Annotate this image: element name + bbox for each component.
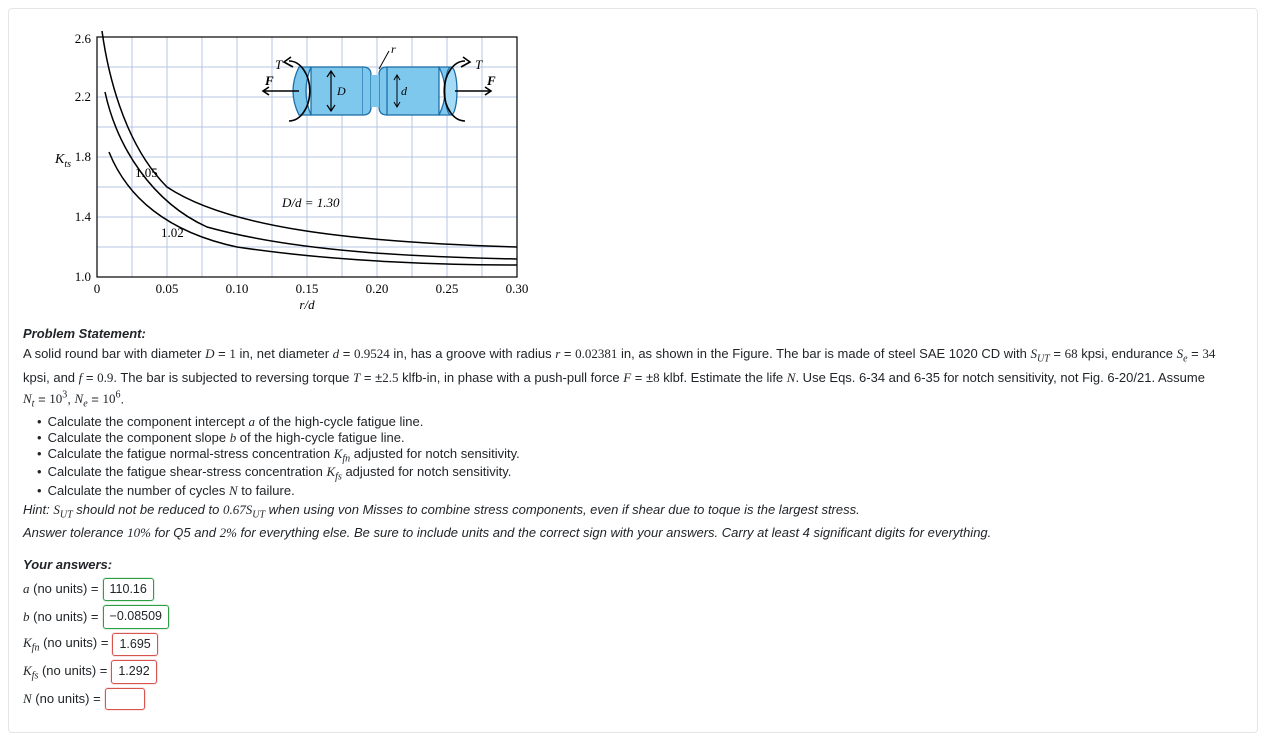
answer-label: Kfs (no units) = <box>23 663 107 682</box>
svg-text:0: 0 <box>94 281 101 296</box>
task-item: Calculate the component slope b of the h… <box>37 430 1243 446</box>
answer-label: Kfn (no units) = <box>23 635 108 654</box>
problem-line-2: kpsi, and f = 0.9. The bar is subjected … <box>23 369 1243 387</box>
task-item: Calculate the component intercept a of t… <box>37 414 1243 430</box>
problem-statement: Problem Statement: A solid round bar wit… <box>23 326 1243 543</box>
svg-text:0.05: 0.05 <box>156 281 179 296</box>
problem-heading: Problem Statement: <box>23 326 1243 341</box>
chart-svg: 1.05 1.02 D/d = 1.30 <box>33 23 573 313</box>
svg-text:T: T <box>475 57 483 72</box>
hint-line-1: Hint: SUT should not be reduced to 0.67S… <box>23 501 1243 523</box>
kts-chart: 1.05 1.02 D/d = 1.30 <box>33 23 1243 316</box>
problem-card: 1.05 1.02 D/d = 1.30 <box>8 8 1258 733</box>
svg-text:r: r <box>391 42 396 56</box>
x-axis-label: r/d <box>299 297 315 312</box>
svg-text:1.0: 1.0 <box>75 269 91 284</box>
svg-text:0.30: 0.30 <box>506 281 529 296</box>
label-105: 1.05 <box>135 165 158 180</box>
answers-heading: Your answers: <box>23 557 1243 572</box>
answer-input-n[interactable] <box>105 688 145 710</box>
svg-text:2.2: 2.2 <box>75 89 91 104</box>
answer-input-a[interactable]: 110.16 <box>103 578 154 602</box>
svg-text:d: d <box>401 84 408 98</box>
answer-row-n: N (no units) = <box>23 688 1243 710</box>
hint-line-2: Answer tolerance 10% for Q5 and 2% for e… <box>23 524 1243 542</box>
task-item: Calculate the number of cycles N to fail… <box>37 483 1243 499</box>
svg-text:0.20: 0.20 <box>366 281 389 296</box>
answer-row-a: a (no units) = 110.16 <box>23 578 1243 602</box>
label-102: 1.02 <box>161 225 184 240</box>
svg-text:1.8: 1.8 <box>75 149 91 164</box>
answer-input-b[interactable]: −0.08509 <box>103 605 169 629</box>
task-item: Calculate the fatigue normal-stress conc… <box>37 446 1243 465</box>
answer-label: a (no units) = <box>23 581 99 597</box>
label-dd: D/d = 1.30 <box>281 195 340 210</box>
answer-row-kfn: Kfn (no units) = 1.695 <box>23 633 1243 657</box>
answer-row-kfs: Kfs (no units) = 1.292 <box>23 660 1243 684</box>
y-axis-label: Kts <box>54 152 71 170</box>
svg-text:2.6: 2.6 <box>75 31 92 46</box>
svg-text:1.4: 1.4 <box>75 209 92 224</box>
svg-text:F: F <box>264 73 274 88</box>
svg-text:0.10: 0.10 <box>226 281 249 296</box>
answer-input-kfs[interactable]: 1.292 <box>111 660 156 684</box>
svg-text:0.25: 0.25 <box>436 281 459 296</box>
svg-text:F: F <box>486 73 496 88</box>
svg-text:T: T <box>275 57 283 72</box>
svg-text:D: D <box>336 84 346 98</box>
problem-line-1: A solid round bar with diameter D = 1 in… <box>23 345 1243 367</box>
problem-line-3: Nt = 103, Ne = 106. <box>23 389 1243 412</box>
task-list: Calculate the component intercept a of t… <box>23 414 1243 499</box>
svg-text:0.15: 0.15 <box>296 281 319 296</box>
answer-input-kfn[interactable]: 1.695 <box>112 633 157 657</box>
task-item: Calculate the fatigue shear-stress conce… <box>37 464 1243 483</box>
answer-label: N (no units) = <box>23 691 101 707</box>
answer-row-b: b (no units) = −0.08509 <box>23 605 1243 629</box>
answer-label: b (no units) = <box>23 609 99 625</box>
answers-section: Your answers: a (no units) = 110.16 b (n… <box>23 557 1243 710</box>
